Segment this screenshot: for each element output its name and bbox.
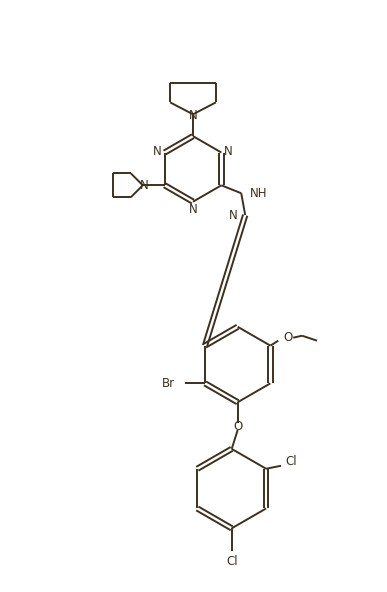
Text: N: N <box>224 145 233 158</box>
Text: Cl: Cl <box>226 555 238 568</box>
Text: N: N <box>188 203 197 216</box>
Text: Br: Br <box>162 377 175 390</box>
Text: NH: NH <box>250 186 268 200</box>
Text: O: O <box>233 420 242 433</box>
Text: Cl: Cl <box>285 455 297 468</box>
Text: N: N <box>153 145 162 158</box>
Text: N: N <box>139 179 148 192</box>
Text: N: N <box>188 109 197 122</box>
Text: N: N <box>228 208 237 221</box>
Text: O: O <box>284 331 293 344</box>
